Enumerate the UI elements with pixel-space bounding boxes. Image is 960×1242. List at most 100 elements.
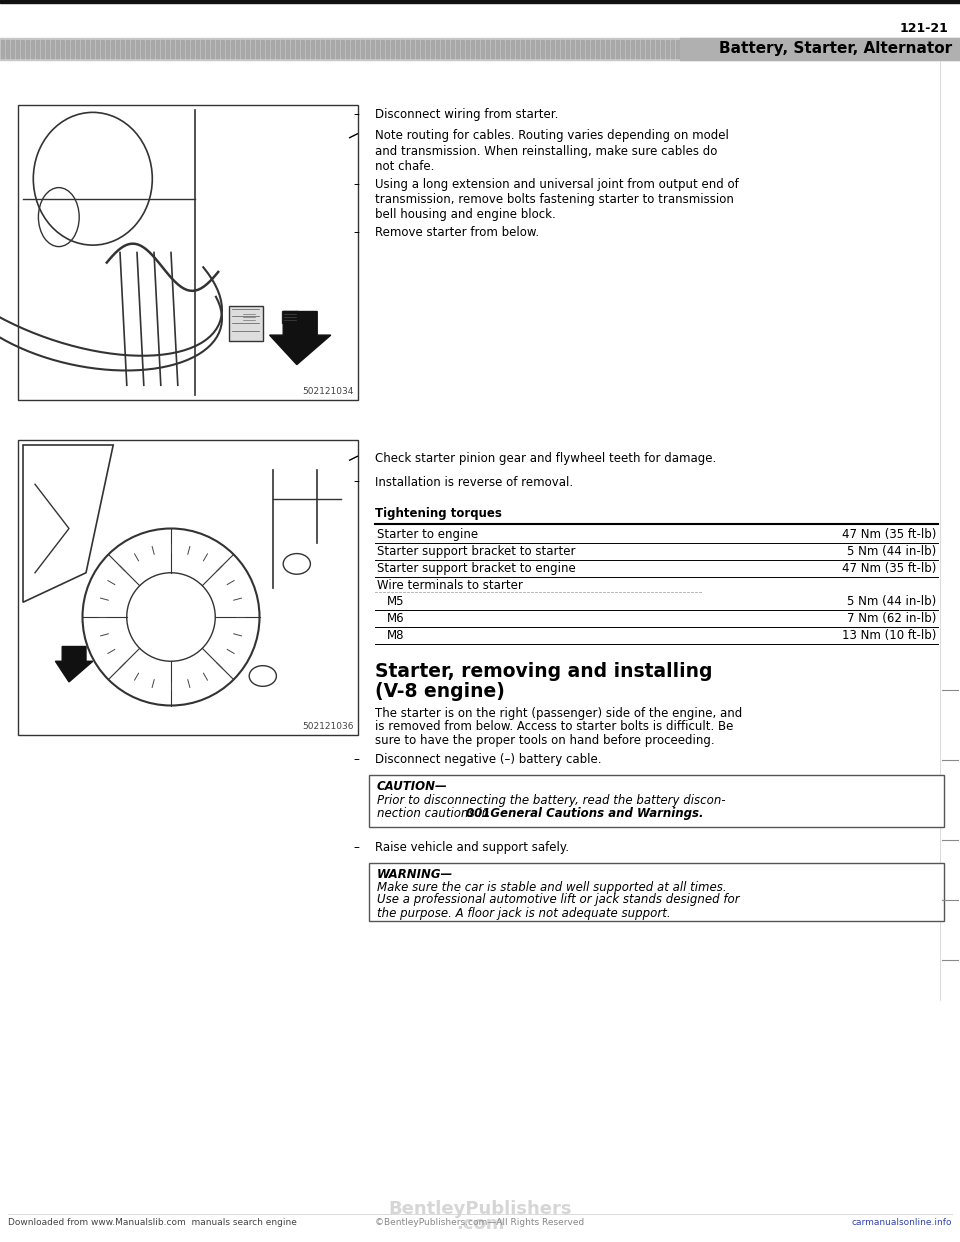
Bar	[596, 40, 598, 58]
Polygon shape	[349, 133, 358, 138]
Bar	[21, 40, 23, 58]
Bar	[121, 40, 124, 58]
Bar	[221, 40, 224, 58]
Text: 001General Cautions and Warnings.: 001General Cautions and Warnings.	[466, 807, 704, 820]
Bar	[406, 40, 409, 58]
Bar	[1, 40, 4, 58]
Bar	[521, 40, 523, 58]
Bar	[716, 40, 718, 58]
Bar	[696, 40, 699, 58]
Bar	[546, 40, 548, 58]
Bar	[111, 40, 113, 58]
Bar	[241, 40, 244, 58]
Bar	[331, 40, 333, 58]
Bar	[476, 40, 478, 58]
Text: The starter is on the right (passenger) side of the engine, and: The starter is on the right (passenger) …	[375, 707, 742, 720]
Bar	[551, 40, 554, 58]
Text: the purpose. A floor jack is not adequate support.: the purpose. A floor jack is not adequat…	[377, 907, 671, 919]
Bar	[141, 40, 143, 58]
Polygon shape	[270, 312, 331, 365]
Bar	[246, 40, 249, 58]
Bar	[18, 440, 358, 735]
Bar	[216, 40, 219, 58]
Bar	[646, 40, 649, 58]
Bar	[686, 40, 688, 58]
Bar	[591, 40, 593, 58]
Bar	[456, 40, 459, 58]
Bar	[291, 40, 294, 58]
Bar	[336, 40, 339, 58]
Bar	[561, 40, 564, 58]
Text: Starter, removing and installing: Starter, removing and installing	[375, 662, 712, 681]
Bar	[226, 40, 228, 58]
Bar	[181, 40, 183, 58]
Text: Using a long extension and universal joint from output end of
transmission, remo: Using a long extension and universal joi…	[375, 178, 739, 221]
Bar	[471, 40, 473, 58]
Bar	[451, 40, 453, 58]
Text: M8: M8	[387, 628, 404, 642]
Bar	[256, 40, 258, 58]
Bar	[316, 40, 319, 58]
Text: Disconnect wiring from starter.: Disconnect wiring from starter.	[375, 108, 559, 120]
Bar	[651, 40, 654, 58]
Text: carmanualsonline.info: carmanualsonline.info	[852, 1218, 952, 1227]
Bar	[436, 40, 439, 58]
Bar	[71, 40, 74, 58]
Bar	[441, 40, 444, 58]
Bar	[396, 40, 398, 58]
Bar	[271, 40, 274, 58]
Bar	[526, 40, 529, 58]
Bar	[656, 40, 659, 58]
Bar	[196, 40, 199, 58]
Bar	[466, 40, 468, 58]
Bar	[0, 39, 960, 60]
Bar	[251, 40, 253, 58]
Text: Starter support bracket to starter: Starter support bracket to starter	[377, 545, 575, 558]
Bar	[11, 40, 13, 58]
Text: Prior to disconnecting the battery, read the battery discon-: Prior to disconnecting the battery, read…	[377, 794, 726, 807]
Text: ©BentleyPublishers.com—All Rights Reserved: ©BentleyPublishers.com—All Rights Reserv…	[375, 1218, 585, 1227]
Bar	[601, 40, 604, 58]
Text: M5: M5	[387, 595, 404, 609]
Bar	[366, 40, 369, 58]
Bar	[171, 40, 174, 58]
Text: Use a professional automotive lift or jack stands designed for: Use a professional automotive lift or ja…	[377, 893, 739, 907]
Bar	[680, 39, 960, 60]
Text: Starter to engine: Starter to engine	[377, 528, 478, 542]
Bar	[6, 40, 9, 58]
Bar	[41, 40, 43, 58]
Text: Check starter pinion gear and flywheel teeth for damage.: Check starter pinion gear and flywheel t…	[375, 452, 716, 465]
Text: BentleyPublishers: BentleyPublishers	[388, 1200, 572, 1218]
Bar	[531, 40, 534, 58]
Text: .com: .com	[456, 1215, 504, 1233]
Bar	[186, 40, 188, 58]
Polygon shape	[56, 647, 93, 682]
Bar	[401, 40, 403, 58]
Bar	[631, 40, 634, 58]
Bar	[416, 40, 419, 58]
Text: (V-8 engine): (V-8 engine)	[375, 682, 505, 700]
Bar	[282, 312, 298, 323]
Bar	[18, 106, 358, 400]
Text: 47 Nm (35 ft-lb): 47 Nm (35 ft-lb)	[842, 528, 936, 542]
Bar	[46, 40, 49, 58]
Bar	[191, 40, 194, 58]
Bar	[701, 40, 704, 58]
Bar	[386, 40, 389, 58]
Bar	[76, 40, 79, 58]
Bar	[576, 40, 579, 58]
Bar	[481, 40, 484, 58]
Bar	[376, 40, 378, 58]
Bar	[356, 40, 358, 58]
Bar	[306, 40, 308, 58]
Bar	[369, 862, 944, 920]
Bar	[681, 40, 684, 58]
Bar	[156, 40, 158, 58]
Bar	[116, 40, 118, 58]
Bar	[491, 40, 493, 58]
Text: Note routing for cables. Routing varies depending on model
and transmission. Whe: Note routing for cables. Routing varies …	[375, 129, 729, 173]
Bar	[571, 40, 573, 58]
Bar	[431, 40, 434, 58]
Bar	[566, 40, 568, 58]
Bar	[511, 40, 514, 58]
